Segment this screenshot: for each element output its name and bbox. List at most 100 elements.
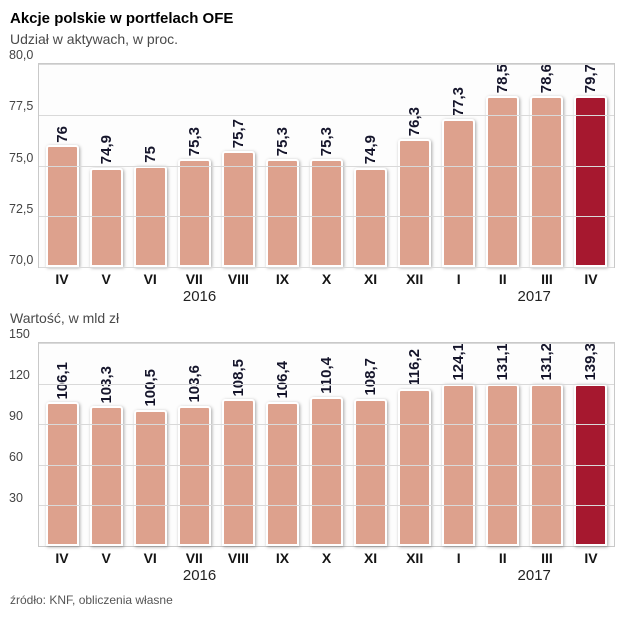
bar xyxy=(397,388,431,546)
bar-value-label: 75,3 xyxy=(274,127,292,157)
y-axis: 70,0 72,5 75,0 77,5 80,0 xyxy=(8,48,38,268)
x-axis-label: V xyxy=(101,271,111,287)
bar xyxy=(353,167,387,267)
bar-column: 131,2 xyxy=(524,343,568,546)
bar xyxy=(529,96,563,267)
x-axis-label: VII xyxy=(185,550,203,566)
bar-value-label: 74,9 xyxy=(361,135,379,165)
bar-value-label: 110,4 xyxy=(317,356,335,394)
bar-value-label: 78,5 xyxy=(493,64,511,94)
x-axis-label: VII xyxy=(185,271,203,287)
chart-share: Udział w aktywach, w proc. 70,0 72,5 75,0 7… xyxy=(8,31,615,308)
plot-area: 106,1 103,3 100,5 103,6 108,5 106,4 110,4 108,7… xyxy=(38,342,615,547)
bar-value-label: 78,6 xyxy=(537,64,555,94)
gridline xyxy=(39,343,614,344)
year-label: 2017 xyxy=(517,288,551,305)
gridline xyxy=(39,216,614,218)
x-axis-label: IX xyxy=(275,271,290,287)
bars-container: 106,1 103,3 100,5 103,6 108,5 106,4 110,4 108,7… xyxy=(39,343,614,546)
bar-column: 75,3 xyxy=(173,64,217,267)
bar-highlighted xyxy=(573,383,607,546)
x-axis-label: VI xyxy=(143,550,157,566)
x-axis-label: VI xyxy=(143,271,157,287)
bar-column: 76,3 xyxy=(392,64,436,267)
bar xyxy=(178,159,212,267)
bar-value-label: 139,3 xyxy=(581,343,599,381)
gridline xyxy=(39,267,614,268)
x-axis-label: XI xyxy=(363,550,378,566)
bar-value-label: 108,7 xyxy=(361,358,379,396)
gridline xyxy=(39,114,614,116)
bar xyxy=(441,118,475,267)
bar-column: 139,3 xyxy=(568,343,612,546)
bar xyxy=(309,159,343,267)
y-axis-label: 150 xyxy=(9,327,30,341)
x-axis-label: X xyxy=(321,271,332,287)
bar-value-label: 77,3 xyxy=(449,86,467,116)
year-label: 2016 xyxy=(182,288,217,305)
bar-column: 78,5 xyxy=(480,64,524,267)
x-axis-label: III xyxy=(541,271,553,287)
y-axis-label: 75,0 xyxy=(9,150,34,165)
gridline xyxy=(39,64,614,65)
bar-value-label: 75,7 xyxy=(230,119,248,149)
y-axis-label: 30 xyxy=(9,491,23,505)
x-axis-label: IV xyxy=(55,271,69,287)
bar-column: 103,6 xyxy=(173,343,217,546)
bar-value-label: 131,1 xyxy=(493,343,511,381)
bar-value-label: 79,7 xyxy=(581,64,599,94)
x-axis-label: III xyxy=(541,550,553,566)
plot-area: 76 74,9 75 75,3 75,7 75,3 75,3 74,9 76,3 77,3 78,5… xyxy=(38,63,615,268)
x-axis-label: IV xyxy=(584,550,598,566)
bar-column: 116,2 xyxy=(392,343,436,546)
bar-column: 100,5 xyxy=(129,343,173,546)
y-axis-label: 70,0 xyxy=(9,253,34,267)
bar-value-label: 108,5 xyxy=(230,358,248,397)
x-axis-label: IV xyxy=(584,271,598,287)
source-note: źródło: KNF, obliczenia własne xyxy=(10,593,173,607)
x-axis-label: II xyxy=(498,271,507,287)
y-axis-label: 60 xyxy=(9,450,23,464)
bar-value-label: 100,5 xyxy=(142,369,160,407)
year-axis: 2016 2017 xyxy=(38,288,615,308)
x-axis-label: I xyxy=(456,271,461,287)
bar xyxy=(222,151,256,267)
bar-column: 74,9 xyxy=(348,64,392,267)
x-axis-label: XI xyxy=(363,271,378,287)
bar-column: 75,3 xyxy=(261,64,305,267)
bar-column: 131,1 xyxy=(480,343,524,546)
bar xyxy=(266,159,300,267)
bar-column: 79,7 xyxy=(568,64,612,267)
year-label: 2016 xyxy=(182,567,217,584)
gridline xyxy=(39,383,614,385)
bar xyxy=(266,402,300,546)
x-axis-label: X xyxy=(321,550,332,566)
bar-highlighted xyxy=(573,96,607,267)
x-axis-label: XII xyxy=(406,550,424,566)
bar-value-label: 124,1 xyxy=(449,343,467,381)
bar xyxy=(353,398,387,546)
x-axis-label: I xyxy=(456,550,461,566)
x-axis-label: II xyxy=(498,550,507,566)
bar xyxy=(90,406,124,546)
gridline xyxy=(39,464,614,466)
bar-column: 110,4 xyxy=(305,343,349,546)
bar-value-label: 75,3 xyxy=(317,127,335,157)
bar-column: 108,5 xyxy=(217,343,261,546)
bar-column: 108,7 xyxy=(348,343,392,546)
y-axis-label: 120 xyxy=(9,368,30,382)
year-axis: 2016 2017 xyxy=(38,567,615,587)
bar-column: 78,6 xyxy=(524,64,568,267)
y-axis-label: 80,0 xyxy=(9,48,34,62)
x-axis-label: V xyxy=(101,550,111,566)
x-axis-label: IX xyxy=(275,550,290,566)
bar xyxy=(485,96,519,267)
bar-column: 75,3 xyxy=(305,64,349,267)
bar xyxy=(46,145,80,267)
x-axis: IV V VI VII VIII IX X XI XII I II III IV xyxy=(38,271,615,287)
gridline xyxy=(39,165,614,167)
year-label: 2017 xyxy=(517,567,551,584)
bar xyxy=(90,167,124,267)
page-title: Akcje polskie w portfelach OFE xyxy=(10,10,234,27)
